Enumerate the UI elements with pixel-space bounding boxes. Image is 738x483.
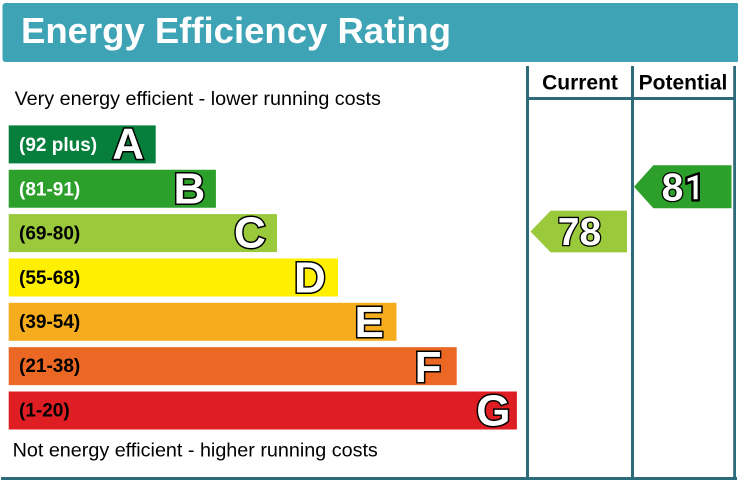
svg-text:Potential: Potential bbox=[639, 72, 728, 95]
svg-text:(69-80): (69-80) bbox=[19, 224, 80, 245]
svg-text:F: F bbox=[415, 343, 442, 392]
svg-text:D: D bbox=[294, 254, 326, 303]
svg-text:Very energy efficient - lower: Very energy efficient - lower running co… bbox=[15, 88, 381, 110]
svg-text:B: B bbox=[174, 164, 206, 213]
svg-text:(81-91): (81-91) bbox=[19, 179, 80, 200]
svg-text:(92 plus): (92 plus) bbox=[19, 135, 97, 156]
svg-text:(55-68): (55-68) bbox=[19, 268, 80, 289]
svg-text:Energy Efficiency Rating: Energy Efficiency Rating bbox=[21, 10, 451, 51]
svg-text:(1-20): (1-20) bbox=[19, 400, 70, 421]
svg-text:(21-38): (21-38) bbox=[19, 356, 80, 377]
svg-text:78: 78 bbox=[558, 211, 601, 254]
svg-text:A: A bbox=[112, 120, 144, 169]
svg-text:C: C bbox=[234, 209, 266, 258]
svg-text:Current: Current bbox=[542, 72, 618, 95]
svg-text:(39-54): (39-54) bbox=[19, 312, 80, 333]
svg-text:8: 8 bbox=[662, 166, 684, 209]
svg-text:Not energy efficient - higher: Not energy efficient - higher running co… bbox=[13, 439, 378, 461]
svg-text:E: E bbox=[355, 298, 384, 347]
svg-text:G: G bbox=[476, 386, 510, 435]
